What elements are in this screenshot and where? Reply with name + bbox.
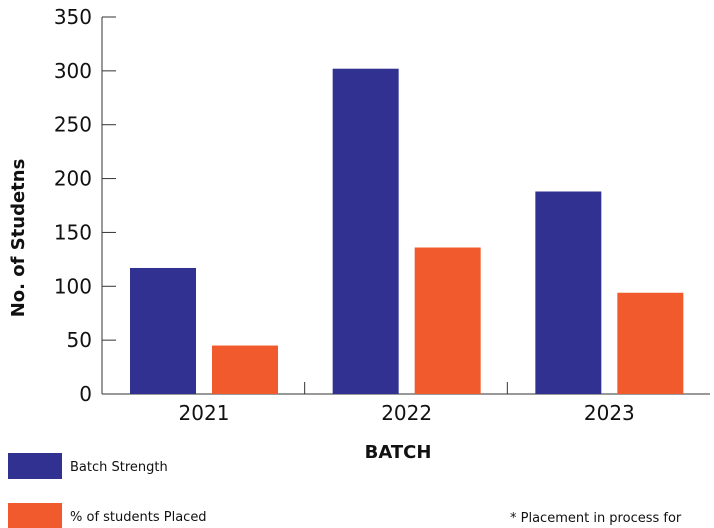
y-tick-label: 250: [54, 113, 92, 137]
y-axis: 0 50 100 150 200 250 300 350: [54, 5, 116, 406]
x-axis-title: BATCH: [365, 442, 432, 463]
legend-label: % of students Placed: [70, 510, 207, 525]
y-tick-label: 50: [67, 328, 92, 352]
y-tick-label: 350: [54, 5, 92, 29]
y-tick-label: 0: [79, 382, 92, 406]
bar-batch-strength-2023: [535, 191, 602, 394]
bar-batch-strength-2021: [130, 267, 196, 394]
y-axis-title: No. of Studetns: [8, 159, 29, 318]
bar-batch-strength-2022: [332, 68, 399, 395]
x-tick-label: 2023: [584, 401, 635, 425]
y-tick-label: 100: [54, 274, 92, 298]
legend: Batch Strength % of students Placed: [8, 453, 207, 528]
legend-swatch: [8, 503, 62, 528]
bar-placed-2023: [617, 292, 684, 394]
x-tick-label: 2021: [179, 401, 230, 425]
bars-group: [130, 68, 684, 395]
y-tick-label: 300: [54, 59, 92, 83]
x-tick-label: 2022: [381, 401, 432, 425]
footnote: * Placement in process for: [510, 511, 682, 526]
bar-placed-2022: [414, 247, 481, 394]
y-tick-label: 150: [54, 220, 92, 244]
y-tick-label: 200: [54, 167, 92, 191]
bar-placed-2021: [212, 345, 278, 394]
legend-label: Batch Strength: [70, 460, 168, 475]
legend-swatch: [8, 453, 62, 479]
x-axis: 2021 2022 2023: [102, 382, 710, 425]
